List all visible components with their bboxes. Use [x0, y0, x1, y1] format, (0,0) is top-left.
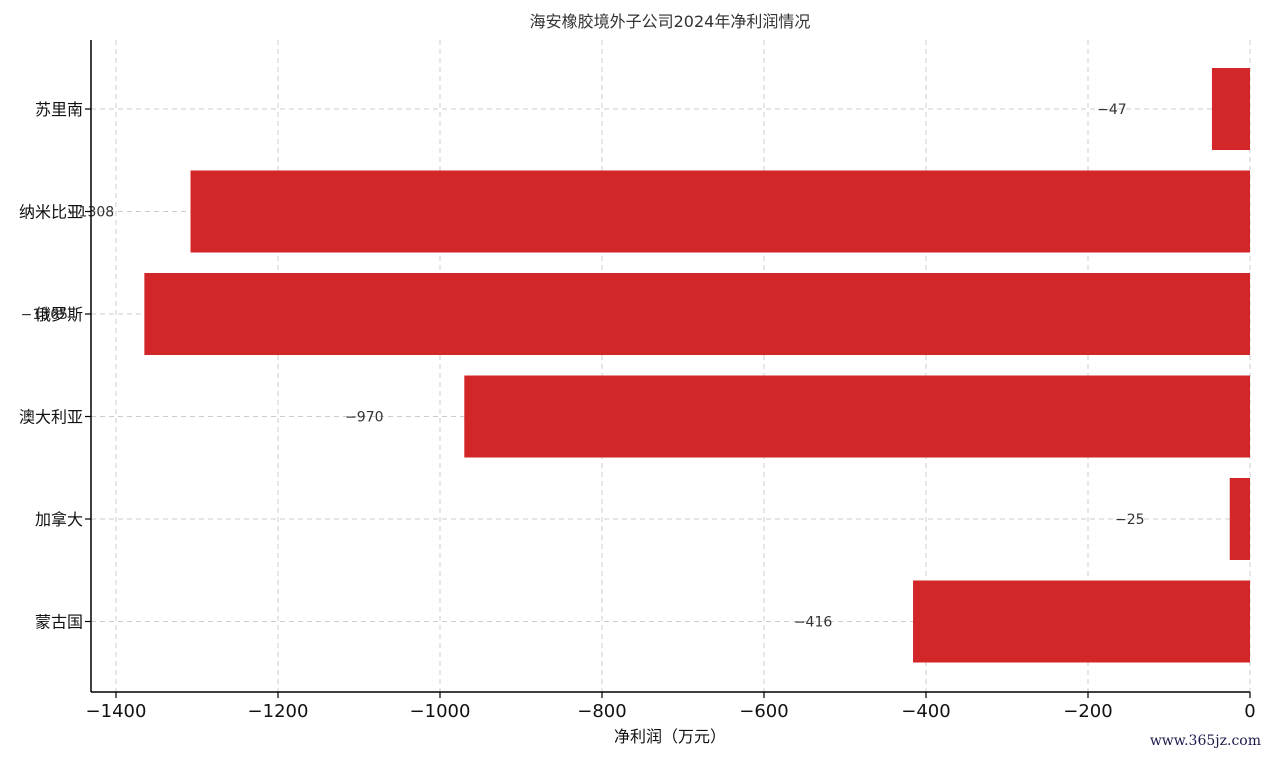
x-tick-label: 0: [1244, 701, 1255, 722]
x-tick-label: −200: [1063, 701, 1112, 722]
category-label: 苏里南: [35, 100, 83, 119]
bar: [464, 375, 1250, 458]
category-label: 澳大利亚: [19, 408, 83, 427]
x-tick-label: −1200: [248, 701, 309, 722]
bars: [144, 68, 1251, 663]
data-labels: −47−1308−1365−970−25−416: [21, 102, 1145, 631]
category-label: 蒙古国: [35, 613, 83, 632]
bar: [144, 273, 1251, 355]
x-tick-label: −400: [901, 701, 950, 722]
data-label: −47: [1097, 102, 1127, 118]
x-tick-label: −1400: [86, 701, 147, 722]
data-label: −970: [345, 410, 383, 426]
x-tick-labels: −1400 −1200 −1000 −800 −600 −400 −200 0: [86, 701, 1256, 722]
x-tick-label: −600: [739, 701, 788, 722]
data-label: −416: [794, 615, 833, 631]
x-tick-label: −1000: [410, 701, 471, 722]
bar: [190, 170, 1250, 253]
category-label: 俄罗斯: [35, 305, 83, 324]
category-label: 纳米比亚: [19, 203, 83, 222]
data-label: −25: [1115, 512, 1145, 528]
x-axis-title: 净利润（万元）: [614, 727, 726, 746]
bar: [1229, 478, 1250, 560]
category-label: 加拿大: [35, 510, 83, 529]
chart-title: 海安橡胶境外子公司2024年净利润情况: [530, 12, 811, 31]
bar: [913, 580, 1250, 663]
axes: [85, 40, 1251, 698]
data-label: −1365: [21, 307, 68, 323]
bar: [1211, 68, 1250, 150]
x-tick-label: −800: [577, 701, 626, 722]
watermark: www.365jz.com: [1149, 733, 1261, 749]
